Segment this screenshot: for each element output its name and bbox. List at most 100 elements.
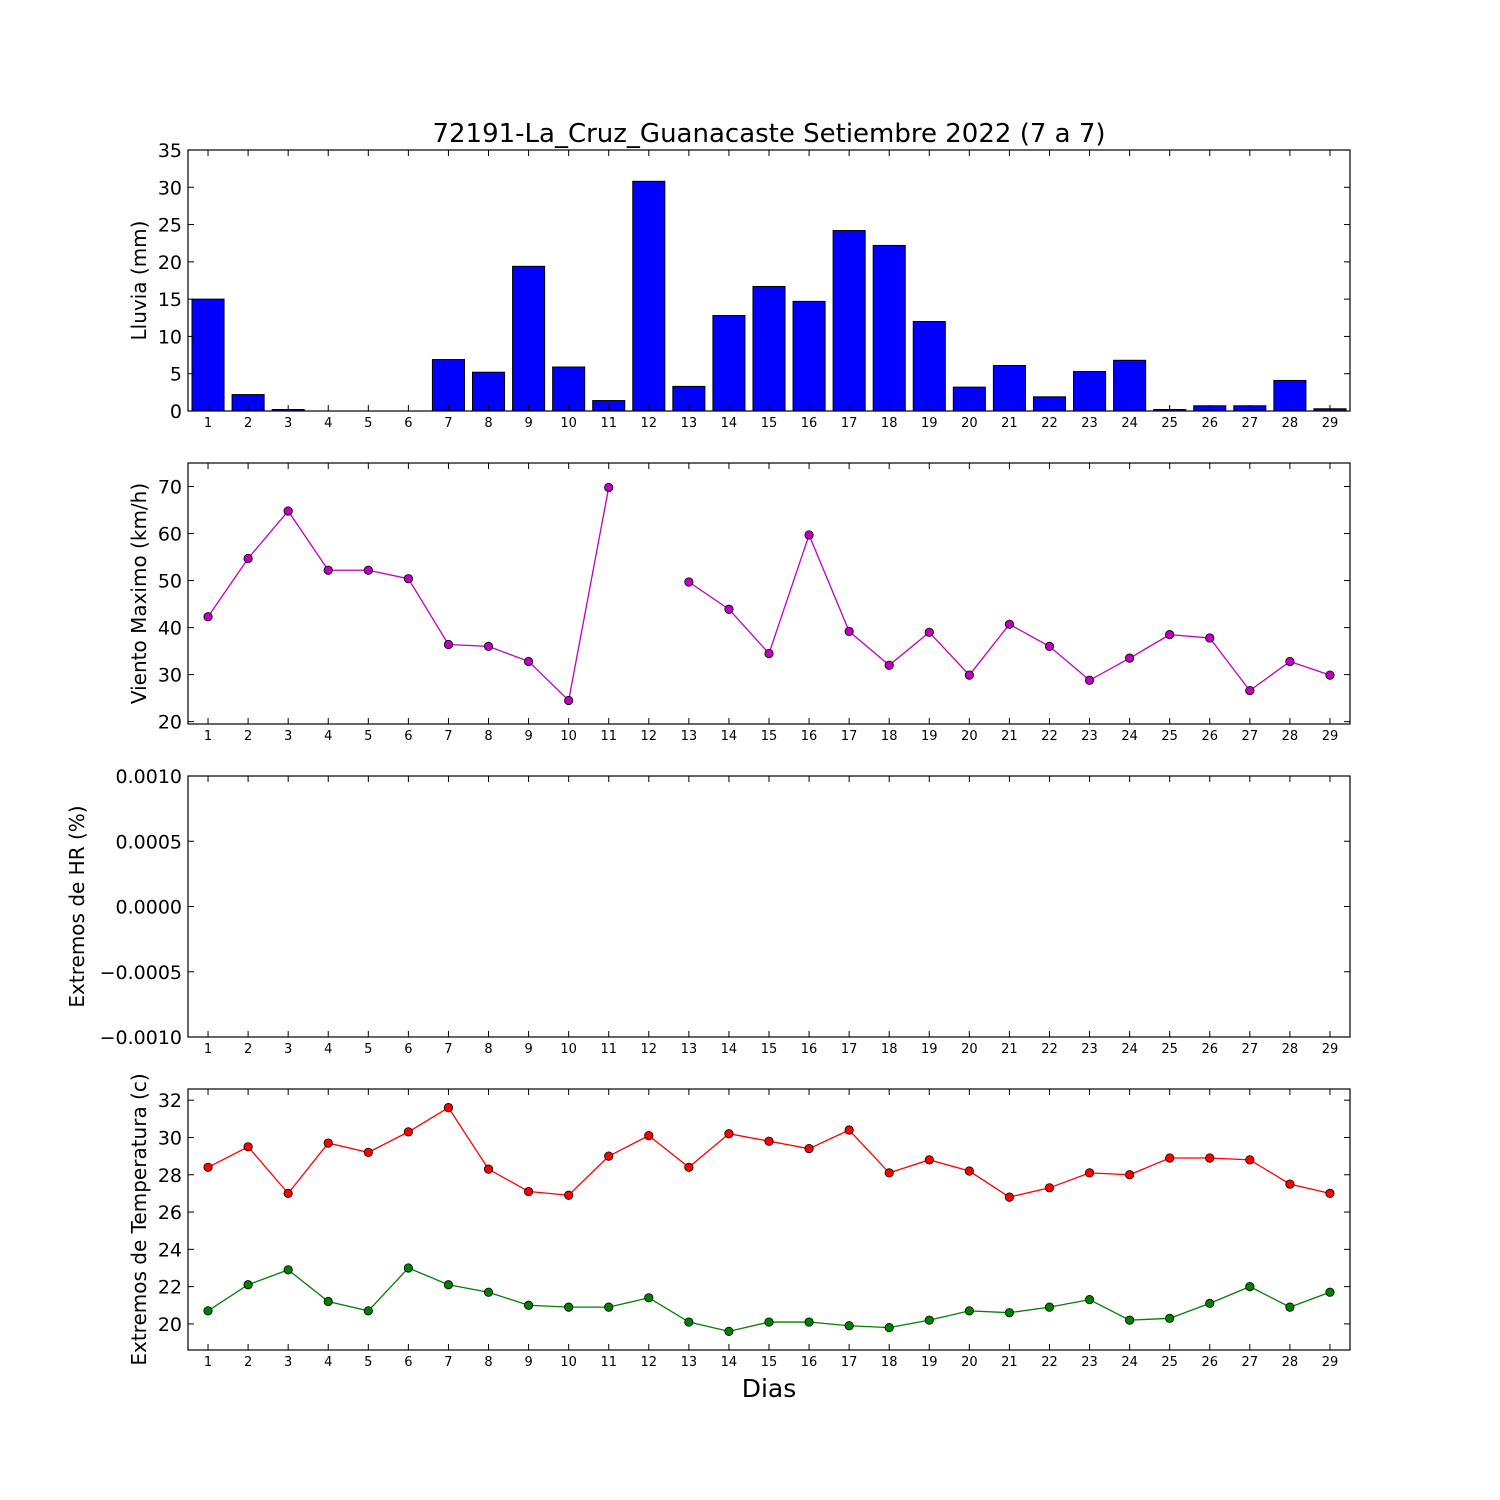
viento-series-0-point-day-9 bbox=[523, 656, 534, 667]
temperatura-xtick-label: 5 bbox=[364, 1355, 372, 1370]
temperatura-xtick-label: 14 bbox=[721, 1355, 738, 1370]
viento-ytick-label: 70 bbox=[158, 477, 182, 499]
viento-xtick-label: 29 bbox=[1322, 729, 1339, 744]
hr-xtick-label: 26 bbox=[1201, 1042, 1218, 1057]
lluvia-xtick-label: 20 bbox=[961, 416, 978, 431]
lluvia-xtick-label: 5 bbox=[364, 416, 372, 431]
hr-xtick-label: 3 bbox=[284, 1042, 292, 1057]
viento-ytick-label: 30 bbox=[158, 665, 182, 687]
viento-xtick-label: 23 bbox=[1081, 729, 1098, 744]
lluvia-xtick-label: 19 bbox=[921, 416, 938, 431]
viento-ytick-label: 40 bbox=[158, 618, 182, 640]
temperatura-series-1-point-day-24 bbox=[1125, 1315, 1135, 1325]
temperatura-series-0-point-day-27 bbox=[1245, 1155, 1255, 1165]
temperatura-series-1-point-day-13 bbox=[684, 1317, 694, 1327]
hr-xtick-label: 15 bbox=[761, 1042, 778, 1057]
temperatura-series-0-point-day-26 bbox=[1205, 1153, 1215, 1163]
temperatura-series-0-point-day-9 bbox=[523, 1186, 534, 1197]
temperatura-xtick-label: 8 bbox=[484, 1355, 492, 1370]
temperatura-xtick-label: 19 bbox=[921, 1355, 938, 1370]
lluvia-xtick-label: 6 bbox=[404, 416, 412, 431]
temperatura-series-1-point-day-17 bbox=[844, 1321, 854, 1331]
viento-xtick-label: 6 bbox=[404, 729, 412, 744]
viento-xtick-label: 4 bbox=[324, 729, 332, 744]
temperatura-series-1-point-day-5 bbox=[363, 1306, 373, 1316]
viento-xtick-label: 9 bbox=[524, 729, 532, 744]
temperatura-series-1-point-day-26 bbox=[1205, 1298, 1215, 1308]
temperatura-series-1-point-day-19 bbox=[924, 1315, 934, 1325]
temperatura-y-axis-label: Extremos de Temperatura (c) bbox=[127, 1073, 151, 1365]
temperatura-xtick-label: 15 bbox=[761, 1355, 778, 1370]
lluvia-xtick-label: 9 bbox=[524, 416, 532, 431]
hr-ytick-label: 0.0010 bbox=[116, 766, 182, 788]
bar-day-14 bbox=[712, 315, 746, 412]
temperatura-series-1-point-day-6 bbox=[403, 1263, 413, 1273]
lluvia-xtick-label: 2 bbox=[244, 416, 252, 431]
viento-xtick-label: 1 bbox=[204, 729, 212, 744]
temperatura-series-0-point-day-1 bbox=[203, 1162, 213, 1172]
viento-series-0-point-day-17 bbox=[844, 626, 854, 636]
hr-xtick-label: 28 bbox=[1282, 1042, 1299, 1057]
lluvia-xtick-label: 3 bbox=[284, 416, 292, 431]
temperatura-series-0-point-day-6 bbox=[403, 1127, 413, 1137]
bar-day-16 bbox=[792, 300, 826, 412]
lluvia-xtick-label: 13 bbox=[681, 416, 698, 431]
lluvia-xtick-label: 29 bbox=[1322, 416, 1339, 431]
bar-day-28 bbox=[1273, 379, 1307, 412]
viento-series-0-point-day-26 bbox=[1205, 633, 1215, 643]
hr-y-axis-label: Extremos de HR (%) bbox=[65, 805, 89, 1007]
viento-ytick-label: 20 bbox=[158, 712, 182, 734]
viento-xtick-label: 27 bbox=[1242, 729, 1259, 744]
hr-ytick-label: −0.0010 bbox=[100, 1027, 182, 1049]
hr-xtick-label: 22 bbox=[1041, 1042, 1058, 1057]
viento-xtick-label: 16 bbox=[801, 729, 818, 744]
temperatura-series-0-point-day-13 bbox=[684, 1162, 694, 1172]
temperatura-series-0-point-day-10 bbox=[564, 1190, 574, 1200]
viento-xtick-label: 19 bbox=[921, 729, 938, 744]
bar-day-9 bbox=[512, 265, 546, 412]
temperatura-series-1-point-day-14 bbox=[724, 1326, 734, 1336]
viento-series-0-point-day-4 bbox=[323, 565, 333, 575]
viento-series-0-point-day-13 bbox=[684, 577, 694, 587]
temperatura-series-1-point-day-22 bbox=[1044, 1302, 1055, 1312]
lluvia-ytick-label: 30 bbox=[158, 177, 182, 199]
hr-xtick-label: 29 bbox=[1322, 1042, 1339, 1057]
hr-xtick-label: 24 bbox=[1121, 1042, 1138, 1057]
lluvia-xtick-label: 14 bbox=[721, 416, 738, 431]
temperatura-xtick-label: 21 bbox=[1001, 1355, 1018, 1370]
viento-series-0-point-day-8 bbox=[483, 641, 494, 652]
hr-xtick-label: 20 bbox=[961, 1042, 978, 1057]
viento-series-0-point-day-10 bbox=[564, 695, 574, 706]
temperatura-ytick-label: 28 bbox=[158, 1165, 182, 1187]
temperatura-ytick-label: 32 bbox=[158, 1090, 182, 1112]
temperatura-series-0-point-day-7 bbox=[443, 1103, 454, 1113]
lluvia-ytick-label: 25 bbox=[158, 215, 182, 237]
temperatura-series-0-point-day-15 bbox=[764, 1136, 774, 1146]
temperatura-series-0-point-day-28 bbox=[1285, 1179, 1295, 1189]
temperatura-series-0-point-day-11 bbox=[604, 1151, 614, 1161]
hr-xtick-label: 8 bbox=[484, 1042, 492, 1057]
viento-series-0-point-day-23 bbox=[1084, 675, 1095, 685]
viento-series-0-point-day-5 bbox=[363, 565, 373, 575]
temperatura-series-1-point-day-21 bbox=[1004, 1308, 1015, 1318]
temperatura-ytick-label: 26 bbox=[158, 1202, 182, 1224]
temperatura-xtick-label: 28 bbox=[1282, 1355, 1299, 1370]
viento-xtick-label: 20 bbox=[961, 729, 978, 744]
temperatura-xtick-label: 10 bbox=[560, 1355, 577, 1370]
viento-xtick-label: 13 bbox=[681, 729, 698, 744]
lluvia-ytick-label: 20 bbox=[158, 252, 182, 274]
lluvia-xtick-label: 16 bbox=[801, 416, 818, 431]
hr-xtick-label: 16 bbox=[801, 1042, 818, 1057]
temperatura-xtick-label: 27 bbox=[1242, 1355, 1259, 1370]
bar-day-21 bbox=[992, 365, 1026, 412]
viento-series-0-point-day-20 bbox=[964, 670, 974, 680]
viento-series-0-point-day-28 bbox=[1285, 656, 1295, 667]
viento-xtick-label: 18 bbox=[881, 729, 898, 744]
viento-xtick-label: 14 bbox=[721, 729, 738, 744]
viento-series-0-point-day-24 bbox=[1125, 653, 1135, 663]
temperatura-xtick-label: 7 bbox=[444, 1355, 452, 1370]
